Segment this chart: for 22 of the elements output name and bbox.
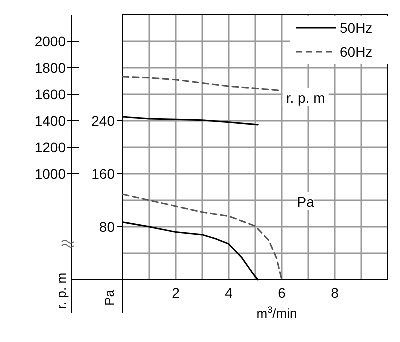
y2-tick-label: 1200 [34, 140, 66, 156]
y-axis-title: Pa [102, 289, 117, 306]
y-tick-label: 160 [92, 166, 116, 182]
y2-tick-label: 1000 [34, 166, 66, 182]
x-tick-label: 8 [331, 285, 340, 301]
y-tick-label: 80 [99, 219, 116, 235]
x-tick-label: 2 [172, 285, 180, 301]
y2-tick-label: 2000 [34, 34, 66, 50]
x-tick-label: 4 [225, 285, 234, 301]
x-tick-label: 6 [278, 285, 286, 301]
annotation: r. p. m [286, 90, 326, 106]
y2-tick-label: 1400 [34, 113, 66, 129]
y2-tick-label: 1800 [34, 60, 66, 76]
x-axis-title: m$^{3}$/min [256, 305, 298, 321]
y-tick-label: 240 [92, 113, 116, 129]
legend-label: 50Hz [340, 20, 373, 36]
line-series [122, 76, 280, 92]
annotation: Pa [297, 194, 315, 210]
line-series [122, 194, 283, 281]
y2-tick-label: 1600 [34, 86, 66, 102]
y2-axis-title: r. p. m [54, 272, 69, 310]
legend-label: 60Hz [340, 44, 373, 60]
